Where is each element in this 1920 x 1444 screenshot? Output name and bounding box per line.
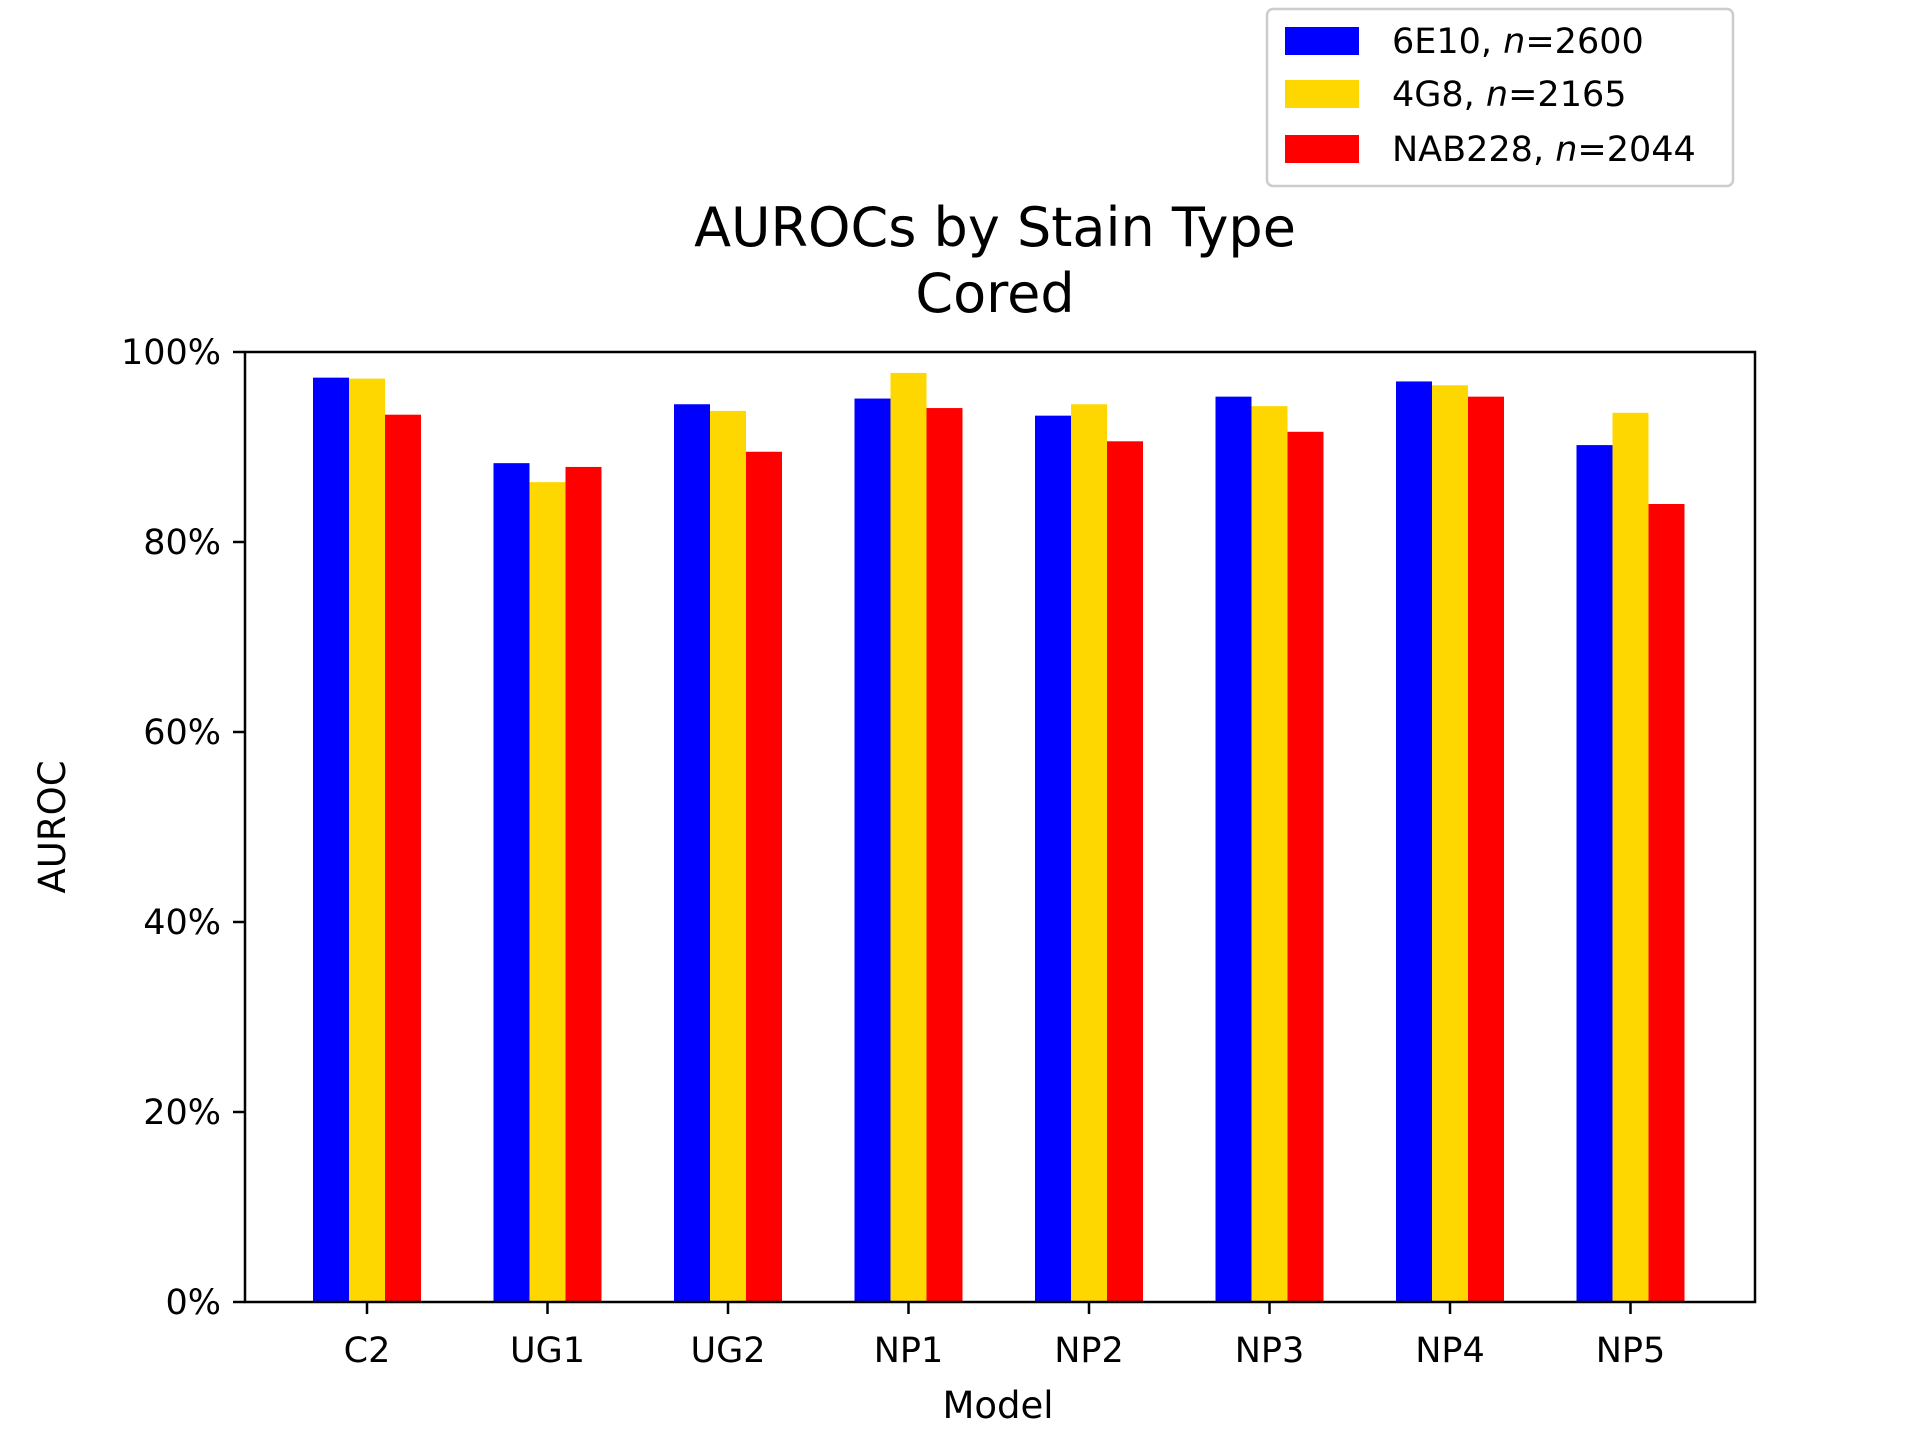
bar-6e10-np4 [1396,381,1432,1302]
x-axis-title: Model [942,1384,1053,1427]
y-tick-label: 100% [121,333,221,373]
bar-nab228-ug2 [746,451,782,1302]
x-tick-label: NP1 [874,1331,944,1371]
y-axis-title: AUROC [31,760,74,893]
bar-nab228-np2 [1107,441,1143,1302]
x-axis: C2 UG1 UG2 NP1 NP2 NP3 NP4 NP5 [344,1302,1666,1371]
bar-nab228-ug1 [565,466,602,1302]
bar-6e10-ug1 [493,463,530,1302]
x-tick-label: NP4 [1415,1331,1485,1371]
x-tick-label: UG2 [690,1331,765,1371]
legend-label-4g8: 4G8, n=2165 [1392,75,1627,115]
x-tick-label: NP5 [1596,1331,1666,1371]
x-tick-label: NP2 [1054,1331,1124,1371]
bar-nab228-np3 [1287,431,1324,1302]
legend-label-6e10: 6E10, n=2600 [1392,22,1644,62]
bar-4g8-np4 [1432,385,1468,1302]
y-tick-label: 0% [165,1283,221,1323]
plot-frame [243,350,1757,1304]
y-tick-label: 60% [143,713,221,753]
bar-4g8-np2 [1071,404,1107,1302]
legend-frame [1265,7,1735,188]
bars-layer [313,372,1685,1303]
x-tick-label: UG1 [510,1331,585,1371]
chart-title: AUROCs by Stain Type [694,196,1296,259]
bar-6e10-c2 [313,377,349,1302]
y-tick-label: 40% [143,903,221,943]
bar-4g8-c2 [349,378,385,1303]
legend-swatch-nab228 [1285,135,1359,163]
legend-entries: 6E10, n=2600 4G8, n=2165 NAB228, n=2044 [1285,22,1696,170]
bar-6e10-np2 [1035,415,1071,1302]
bar-4g8-ug1 [529,482,566,1302]
y-tick-label: 20% [143,1093,221,1133]
bar-6e10-np5 [1576,445,1613,1303]
bar-6e10-np3 [1215,396,1252,1302]
x-tick-label: NP3 [1235,1331,1305,1371]
bar-4g8-ug2 [710,410,746,1302]
legend: 6E10, n=2600 4G8, n=2165 NAB228, n=2044 [1265,7,1735,188]
bar-4g8-np5 [1612,412,1649,1302]
bar-6e10-np1 [854,398,891,1302]
bar-nab228-np5 [1648,504,1685,1302]
bar-4g8-np1 [890,372,927,1302]
y-tick-label: 80% [143,523,221,563]
bar-6e10-ug2 [674,404,710,1302]
legend-swatch-6e10 [1285,27,1359,55]
x-tick-label: C2 [344,1331,391,1371]
bar-nab228-np1 [926,408,963,1302]
legend-swatch-4g8 [1285,80,1359,108]
bar-4g8-np3 [1251,406,1288,1302]
y-axis: 0% 20% 40% 60% 80% 100% [121,333,245,1323]
bar-nab228-np4 [1468,396,1504,1302]
bar-nab228-c2 [385,414,421,1302]
legend-label-nab228: NAB228, n=2044 [1392,130,1696,170]
chart-subtitle: Cored [915,262,1074,325]
